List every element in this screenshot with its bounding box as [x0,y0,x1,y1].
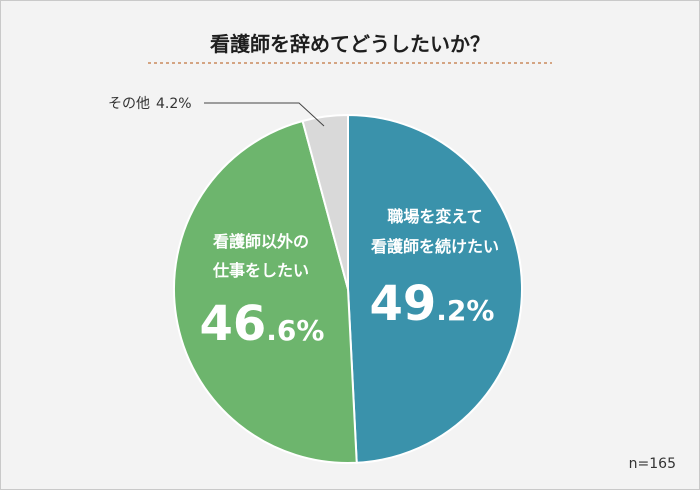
slice-label-career-change-line1: 看護師以外の [212,232,309,251]
chart-title: 看護師を辞めてどうしたいか？ [210,32,490,56]
other-leader-line [204,102,325,127]
slice-label-career-change-line2: 仕事をしたい [212,261,309,280]
slice-value-continue: 49.2% [370,276,495,332]
slice-career-change [172,119,358,464]
sample-size-note: n=165 [629,456,676,472]
slice-label-continue-line2: 看護師を続けたい [370,237,499,256]
slice-label-continue-line1: 職場を変えて [387,207,482,226]
slice-value-career-change: 46.6% [200,296,325,352]
slice-continue-nursing [347,113,523,464]
slice-other [301,113,349,290]
other-label: その他 4.2% [108,96,192,112]
